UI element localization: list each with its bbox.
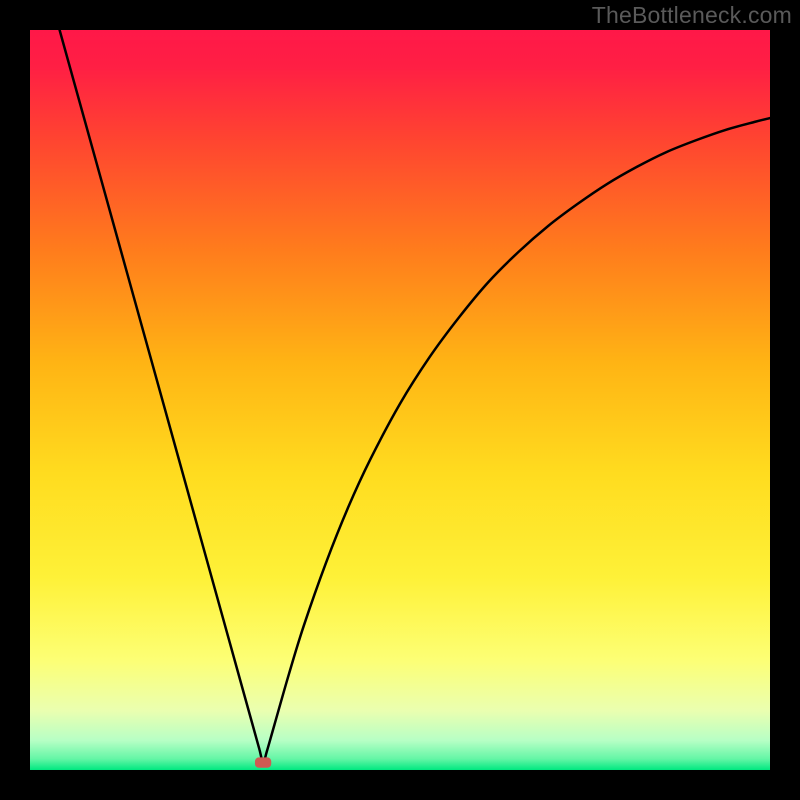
vertex-marker <box>255 757 271 767</box>
chart-container <box>30 30 770 770</box>
watermark-text: TheBottleneck.com <box>592 2 792 29</box>
chart-svg <box>30 30 770 770</box>
gradient-background <box>30 30 770 770</box>
